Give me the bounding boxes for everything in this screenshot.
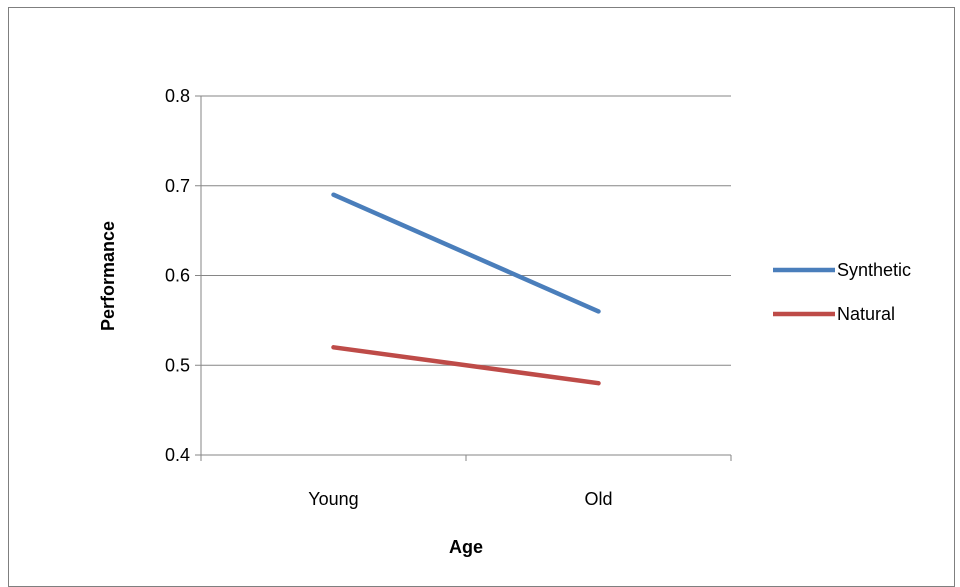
x-tick-label: Old xyxy=(584,489,612,509)
series-line-synthetic xyxy=(331,192,601,314)
legend: Synthetic Natural xyxy=(773,260,911,324)
y-tick-label: 0.8 xyxy=(165,86,190,106)
y-tick-labels: 0.4 0.5 0.6 0.7 0.8 xyxy=(165,86,190,465)
legend-label: Natural xyxy=(837,304,895,324)
y-tick-label: 0.5 xyxy=(165,355,190,375)
y-tick-label: 0.4 xyxy=(165,445,190,465)
x-tick-labels: Young Old xyxy=(308,489,612,509)
legend-label: Synthetic xyxy=(837,260,911,280)
y-tick-label: 0.7 xyxy=(165,176,190,196)
gridlines xyxy=(201,95,731,366)
chart-frame xyxy=(8,7,955,587)
y-axis-title: Performance xyxy=(98,221,118,331)
x-axis-title: Age xyxy=(449,537,483,557)
series-lines xyxy=(331,192,601,386)
x-tick-label: Young xyxy=(308,489,358,509)
series-line-natural xyxy=(331,345,601,386)
y-tick-label: 0.6 xyxy=(165,266,190,286)
axes xyxy=(195,95,732,461)
